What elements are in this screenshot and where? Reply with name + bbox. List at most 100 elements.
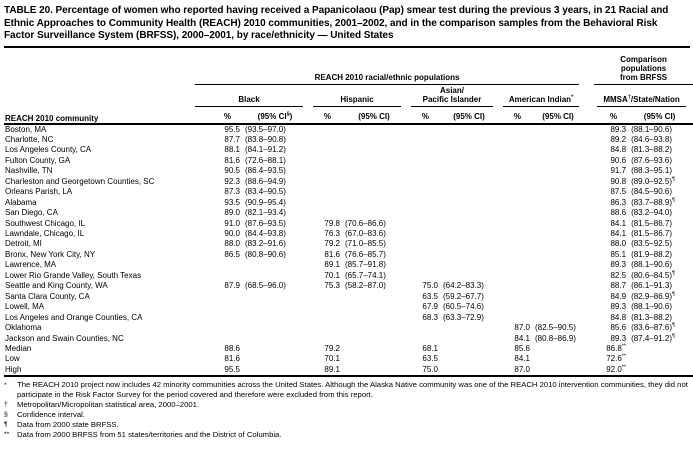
pap-test-table: REACH 2010 community REACH 2010 racial/e… [4,48,693,378]
ci-cell [340,198,408,208]
percent-cell [310,292,340,302]
percent-cell [500,198,530,208]
column-spacer [586,208,594,218]
percent-cell [408,208,438,218]
column-spacer [586,145,594,155]
percent-cell: 75.3 [324,281,340,291]
percent-cell: 84.9 [610,291,627,301]
percent-cell [192,260,240,270]
percent-cell [310,302,340,312]
percent-cell [408,177,438,187]
ci-cell [530,135,586,145]
percent-cell [408,334,438,344]
footnote-symbol: * [4,381,7,389]
percent-cell: 72.6** [606,353,627,364]
footnote-symbol: § [4,411,8,419]
ci-cell: (80.8–86.9) [535,333,576,343]
percent-column-header: % [408,106,438,125]
ci-cell: (63.3–72.9) [443,312,484,322]
table-row: Charlotte, NC 87.7 (83.8–90.8) 89.2 (84.6–93… [4,135,693,145]
table-row: Jackson and Swain Counties, NC 84.1 (80.8–… [4,332,693,344]
table-row: Boston, MA 95.5 (93.5–97.0) 89.3 (88.1–90.6) [4,124,693,135]
ci-column-header: (95% CI) [438,106,500,125]
ci-cell: (83.2–91.6) [245,239,286,249]
ci-cell: (90.9–95.4) [245,197,286,207]
percent-cell: 84.8 [610,145,627,155]
community-cell: Southwest Chicago, IL [5,218,86,228]
percent-cell: 75.0 [422,281,438,291]
footnote-marker: ¶ [671,270,675,277]
percent-cell [408,198,438,208]
ci-cell [438,124,500,135]
column-spacer [586,271,594,281]
community-cell: Fulton County, GA [5,155,71,165]
community-cell: Lawndale, Chicago, IL [5,229,85,239]
table-row: Bronx, New York City, NY 86.5 (80.8–90.6) 8… [4,250,693,260]
community-cell: Low [5,354,20,364]
ci-cell: (70.6–86.6) [345,218,386,228]
ci-cell [530,177,586,187]
ci-cell [340,354,408,364]
ci-cell: (87.4–91.2)¶ [631,332,675,343]
ci-cell: (88.1–90.6) [631,260,672,270]
community-cell: Median [5,344,32,354]
column-spacer [586,187,594,197]
ci-cell [240,344,310,354]
ci-cell [240,271,310,281]
ci-cell: (71.0–85.5) [345,239,386,249]
community-cell: Los Angeles and Orange Counties, CA [5,312,143,322]
ci-cell [340,323,408,333]
table-row: Charleston and Georgetown Counties, SC 92… [4,176,693,187]
footnote: § Confidence interval. [4,410,693,420]
ci-cell: (82.1–93.4) [245,208,286,218]
ci-cell: (58.2–87.0) [345,281,386,291]
percent-cell [500,239,530,249]
table-row: Median 88.6 79.2 68.1 85.6 86.8** [4,344,693,354]
percent-cell [500,156,530,166]
table-row: Lower Rio Grande Valley, South Texas 70.1… [4,270,693,281]
group-header-asian-pacific-islander: Asian/ Pacific Islander [408,85,500,107]
footnote-symbol: ** [4,431,10,439]
ci-cell [438,198,500,208]
percent-cell: 95.5 [192,364,240,378]
percent-cell [500,250,530,260]
ci-cell [530,313,586,323]
percent-cell [408,323,438,333]
footnote-marker: ¶ [671,176,675,183]
table-body: Boston, MA 95.5 (93.5–97.0) 89.3 (88.1–90.6)… [4,124,693,378]
percent-cell [310,313,340,323]
percent-cell [310,208,340,218]
reach-populations-spanner: REACH 2010 racial/ethnic populations [192,49,586,85]
percent-cell: 85.6 [514,344,530,354]
percent-cell: 79.2 [324,239,340,249]
percent-cell [310,124,340,135]
footnote: * The REACH 2010 project now includes 42… [4,380,693,399]
ci-cell: (83.2–94.0) [631,208,672,218]
footnote: ¶ Data from 2000 state BRFSS. [4,420,693,430]
ci-cell [438,208,500,218]
group-header-mmsa-state-nation: MMSA†/State/Nation [594,85,693,107]
ci-cell [340,208,408,218]
ci-cell: (83.7–88.9)¶ [631,197,675,207]
ci-cell [438,145,500,155]
column-spacer [586,106,595,125]
percent-cell: 87.0 [514,323,530,333]
ci-cell [240,323,310,333]
ci-cell: (81.5–86.7) [631,218,672,228]
percent-cell [192,323,240,333]
ci-cell: (84.6–93.8) [631,134,672,144]
community-cell: Alabama [5,197,37,207]
ci-cell [438,364,500,378]
ci-cell [438,239,500,249]
ci-cell [626,364,693,378]
ci-cell: (80.6–84.5)¶ [631,270,675,280]
footnote-marker: ** [621,364,627,371]
percent-cell: 84.1 [514,354,530,364]
table-title: TABLE 20. Percentage of women who report… [4,5,669,41]
percent-cell: 79.8 [324,218,340,228]
percent-cell: 88.0 [224,239,240,249]
ci-cell [626,344,693,354]
table-row: Lawrence, MA 89.1 (85.7–91.8) 89.3 (88.1–90.… [4,260,693,270]
percent-cell: 88.1 [224,145,240,155]
header-subcolumn-row: % (95% CI§) % (95% CI) % (95% CI) % (95%… [4,106,693,125]
